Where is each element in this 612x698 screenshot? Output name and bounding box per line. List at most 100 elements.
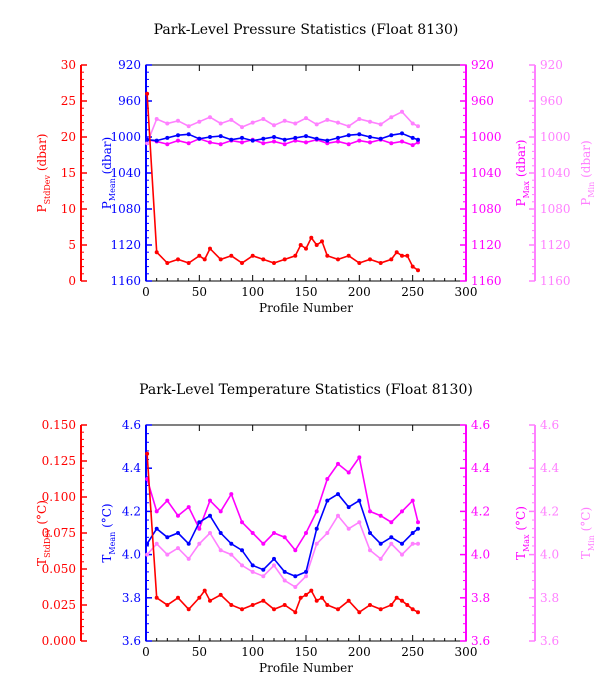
y-tick-label-min: 3.8 <box>540 591 559 605</box>
series-point-stddev <box>218 257 223 262</box>
series-point-min <box>208 531 212 535</box>
series-point-max <box>240 520 244 525</box>
series-point-min <box>282 578 287 583</box>
series-point-stddev <box>357 261 362 265</box>
series-point-min <box>410 541 415 546</box>
series-point-stddev <box>261 598 266 603</box>
series-point-mean <box>346 133 351 138</box>
y-tick-label-mean: 920 <box>118 58 141 72</box>
y-axis-label-main: P <box>579 198 593 206</box>
series-point-min <box>197 541 202 546</box>
series-point-min <box>208 115 212 120</box>
series-point-mean <box>229 137 234 142</box>
y-tick-label-stddev: 10 <box>61 202 76 216</box>
series-point-min <box>282 118 287 123</box>
series-point-min <box>336 513 340 518</box>
series-point-min <box>389 115 394 120</box>
series-point-mean <box>229 541 234 546</box>
y-axis-label-min: PMin (dbar) <box>579 140 596 205</box>
series-point-mean <box>197 136 202 141</box>
series-point-stddev <box>250 253 255 258</box>
series-point-max <box>218 142 223 147</box>
series-point-mean <box>282 569 287 574</box>
series-point-stddev <box>293 610 298 615</box>
series-point-min <box>165 552 170 557</box>
series-point-min <box>293 121 298 126</box>
series-point-max <box>272 531 276 535</box>
series-point-mean <box>368 531 372 535</box>
series-point-stddev <box>336 257 340 262</box>
series-point-mean <box>400 541 404 546</box>
series-point-stddev <box>378 261 383 265</box>
series-point-stddev <box>304 246 308 251</box>
series-point-mean <box>208 135 212 139</box>
series-point-mean <box>250 138 255 143</box>
y-axis-label-unit: (dbar) <box>579 140 593 181</box>
y-axis-label-unit: (dbar) <box>514 140 528 181</box>
series-point-mean <box>416 137 420 142</box>
series-point-min <box>378 122 383 127</box>
y-tick-label-max: 1120 <box>471 238 502 252</box>
series-point-mean <box>165 535 170 540</box>
y-tick-label-min: 4.2 <box>540 504 559 518</box>
y-tick-label-max: 4.6 <box>471 418 490 432</box>
series-point-stddev <box>218 592 223 597</box>
y-axis-label-unit: (°C) <box>100 503 114 531</box>
series-point-min <box>336 120 340 125</box>
series-point-mean <box>416 526 420 531</box>
y-axis-label-sub: Min <box>587 182 596 198</box>
y-tick-label-max: 960 <box>471 94 494 108</box>
series-point-stddev <box>346 598 351 603</box>
series-point-stddev <box>208 246 212 251</box>
y-axis-label-mean: TMean (°C) <box>100 503 117 562</box>
series-point-min <box>368 548 372 553</box>
series-point-min <box>400 109 404 114</box>
series-point-max <box>261 141 266 146</box>
series-point-min <box>240 125 244 130</box>
series-point-min <box>154 117 159 121</box>
series-point-max <box>357 455 362 460</box>
x-tick-label: 300 <box>455 285 478 299</box>
series-point-max <box>346 470 351 475</box>
series-point-stddev <box>304 592 308 597</box>
y-axis-label-main: T <box>514 552 528 560</box>
y-axis-label-main: T <box>100 555 114 563</box>
series-point-max <box>261 541 266 546</box>
series-line-min <box>146 514 418 589</box>
series-point-min <box>261 117 266 121</box>
y-tick-label-max: 1080 <box>471 202 502 216</box>
series-point-mean <box>314 526 319 531</box>
series-point-mean <box>145 137 150 142</box>
series-point-max <box>272 139 276 144</box>
y-axis-label-sub: Max <box>522 180 531 198</box>
series-point-min <box>304 574 308 579</box>
series-point-stddev <box>197 595 202 600</box>
series-point-min <box>378 556 383 561</box>
series-point-min <box>176 546 180 551</box>
y-tick-label-mean: 3.8 <box>122 591 141 605</box>
y-axis-label-unit: (dbar) <box>100 137 114 178</box>
series-point-min <box>186 556 191 561</box>
series-point-max <box>293 548 298 553</box>
series-point-stddev <box>240 607 244 612</box>
series-point-mean <box>218 531 223 535</box>
y-tick-label-max: 1040 <box>471 166 502 180</box>
series-point-mean <box>293 574 298 579</box>
series-point-stddev <box>400 598 404 603</box>
series-point-min <box>325 117 330 122</box>
series-point-stddev <box>309 235 314 240</box>
series-point-max <box>165 498 170 503</box>
series-point-min <box>261 574 266 579</box>
series-point-min <box>416 124 420 129</box>
y-tick-label-max: 1000 <box>471 130 502 144</box>
y-axis-label-mean: PMean (dbar) <box>100 137 117 209</box>
series-point-mean <box>368 135 372 139</box>
series-point-max <box>208 498 212 503</box>
y-tick-label-min: 4.4 <box>540 461 559 475</box>
series-point-mean <box>378 136 383 141</box>
series-point-mean <box>378 541 383 546</box>
series-point-max <box>186 505 191 510</box>
y-tick-label-max: 4.4 <box>471 461 490 475</box>
series-point-min <box>410 121 415 126</box>
series-point-stddev <box>389 603 394 607</box>
